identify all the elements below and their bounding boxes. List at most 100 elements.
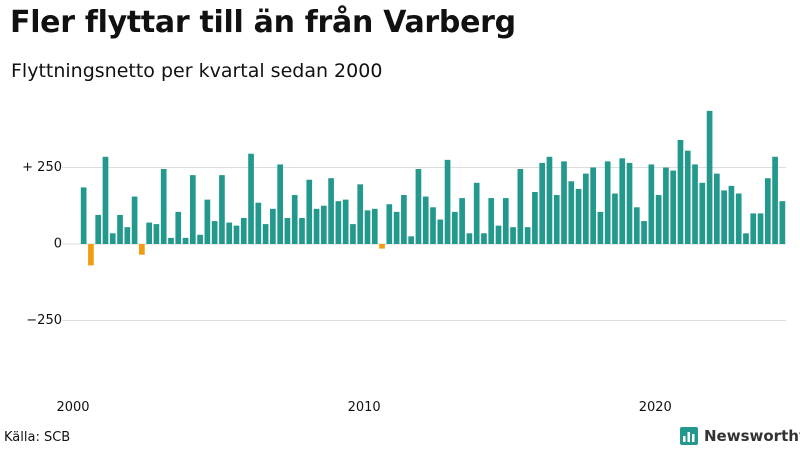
bar	[663, 167, 669, 244]
bar	[583, 173, 589, 244]
bar	[517, 169, 524, 244]
bar	[532, 191, 538, 244]
bar	[684, 150, 691, 244]
bar	[677, 139, 684, 244]
x-tick-label: 2010	[348, 400, 381, 415]
bar	[139, 244, 145, 255]
bar	[371, 208, 378, 244]
bar	[313, 208, 320, 244]
bar	[510, 227, 516, 244]
bar	[364, 210, 371, 244]
bar	[481, 233, 487, 244]
y-tick-label: + 250	[22, 160, 62, 175]
y-axis-tick-labels: + 250 0 −250	[22, 160, 62, 328]
bar	[495, 225, 502, 244]
chart-subtitle: Flyttningsnetto per kvartal sedan 2000	[11, 60, 383, 82]
bar	[379, 244, 385, 249]
bar	[757, 213, 764, 244]
y-tick-label: −250	[26, 313, 62, 328]
bar	[248, 153, 254, 244]
bar	[524, 227, 531, 244]
bar	[626, 162, 633, 244]
bars	[80, 110, 786, 266]
bar	[743, 233, 749, 244]
x-axis-tick-labels: 2000 2010 2020	[56, 400, 671, 415]
bar	[692, 164, 698, 244]
bar	[102, 156, 109, 244]
x-tick-label: 2000	[56, 400, 89, 415]
bar	[320, 205, 327, 244]
bar	[350, 224, 356, 244]
brand-name: Newsworthy	[704, 427, 800, 445]
bar	[255, 202, 262, 244]
bar	[393, 211, 400, 244]
bar	[772, 156, 778, 244]
bar	[670, 170, 677, 244]
bar	[109, 233, 116, 244]
y-tick-label: 0	[54, 237, 62, 252]
bar	[306, 179, 313, 244]
bar	[233, 225, 240, 244]
bar	[619, 158, 626, 244]
bar	[590, 167, 596, 244]
bar	[240, 217, 247, 244]
bar	[444, 159, 451, 244]
bar	[146, 222, 152, 244]
bar	[539, 162, 546, 244]
bar	[124, 227, 131, 244]
bar	[779, 201, 786, 244]
bar	[415, 169, 422, 244]
bar	[466, 233, 473, 244]
bar	[211, 221, 218, 244]
bar	[597, 211, 604, 244]
bar	[328, 178, 334, 244]
bar	[168, 237, 174, 244]
bar	[728, 185, 735, 244]
bar	[226, 222, 233, 244]
bar	[153, 224, 160, 244]
bar	[502, 198, 509, 244]
bar	[459, 198, 465, 244]
bar	[553, 195, 560, 244]
bar	[568, 181, 575, 244]
bar	[648, 164, 655, 244]
bar	[473, 182, 480, 244]
bar	[284, 217, 291, 244]
bar	[80, 187, 87, 244]
bar	[219, 175, 225, 244]
bar	[612, 193, 618, 244]
bar	[546, 156, 553, 244]
bar	[575, 188, 582, 244]
bar	[204, 199, 211, 244]
bar	[270, 208, 276, 244]
newsworthy-brand[interactable]: Newsworthy	[680, 427, 800, 445]
bar	[262, 224, 269, 244]
bar	[699, 182, 706, 244]
bar	[437, 219, 444, 244]
bar	[386, 204, 393, 244]
bar	[633, 207, 640, 244]
bar	[131, 196, 138, 244]
bar	[197, 234, 203, 244]
chart-title: Fler flyttar till än från Varberg	[10, 5, 516, 40]
bar	[342, 199, 349, 244]
bar	[95, 214, 102, 244]
bar	[604, 161, 611, 244]
bar-chart-logo-icon	[680, 427, 698, 445]
bar	[401, 195, 407, 244]
bar	[182, 237, 189, 244]
bar	[335, 201, 342, 244]
bar	[655, 195, 662, 244]
bar	[430, 207, 436, 244]
bar	[735, 193, 742, 244]
bar	[561, 161, 567, 244]
bar	[160, 169, 167, 244]
bar	[488, 198, 495, 244]
bar	[299, 217, 305, 244]
bar	[277, 164, 283, 244]
x-tick-label: 2020	[639, 400, 672, 415]
bar	[189, 175, 196, 244]
bar	[750, 213, 757, 244]
bar	[175, 211, 182, 244]
bar	[721, 190, 727, 244]
